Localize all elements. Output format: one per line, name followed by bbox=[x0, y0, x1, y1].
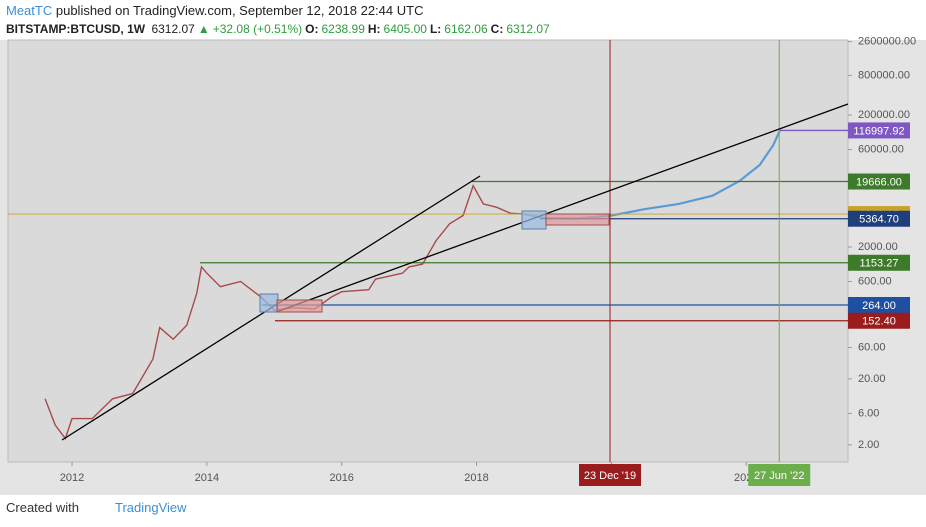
date-label: 27 Jun '22 bbox=[754, 470, 804, 482]
box bbox=[545, 213, 610, 226]
y-tick-label: 2600000.00 bbox=[858, 36, 916, 48]
trend-line bbox=[275, 103, 849, 313]
y-tick-label: 60000.00 bbox=[858, 143, 904, 155]
author[interactable]: MeatTC bbox=[6, 3, 53, 18]
chart: 2.00 6.00 20.00 60.00 600.00 2000.00 60000.00 2… bbox=[0, 36, 926, 495]
header-line: MeatTC published on TradingView.com, Sep… bbox=[6, 2, 553, 20]
x-tick-label: 2012 bbox=[60, 472, 84, 484]
y-tick-label: 600.00 bbox=[858, 275, 892, 287]
date-label: 23 Dec '19 bbox=[584, 470, 636, 482]
date-label-bg bbox=[579, 464, 642, 486]
open: 6238.99 bbox=[321, 22, 365, 36]
l-label: L: bbox=[429, 22, 442, 36]
price-label-bg bbox=[848, 122, 910, 139]
x-tick-label: 2014 bbox=[195, 472, 219, 484]
y-tick-label: 800000.00 bbox=[858, 69, 910, 81]
y-tick-label: 200000.00 bbox=[858, 109, 910, 121]
price-label: 116997.92 bbox=[853, 125, 904, 137]
symbol: BITSTAMP:BTCUSD, 1W bbox=[6, 22, 146, 36]
plot-area bbox=[7, 39, 849, 463]
price-label: 152.40 bbox=[862, 316, 896, 328]
y-tick-label: 60.00 bbox=[858, 341, 886, 353]
footer: Created with TradingView bbox=[6, 500, 187, 515]
price-label: 19666.00 bbox=[856, 176, 902, 188]
price-label-bg bbox=[848, 312, 910, 329]
published: published on TradingView.com, September … bbox=[55, 3, 424, 18]
price-label: 5364.70 bbox=[859, 214, 899, 226]
symbol-line: BITSTAMP:BTCUSD, 1W 6312.07 ▲ +32.08 (+0.5… bbox=[6, 20, 553, 38]
marks bbox=[8, 40, 848, 462]
price-label: 1153.27 bbox=[860, 258, 899, 270]
low: 6162.06 bbox=[444, 22, 488, 36]
arrow: ▲ bbox=[197, 22, 210, 36]
y-tick-label: 2000.00 bbox=[858, 241, 898, 253]
price-label-bg bbox=[848, 173, 910, 190]
x-tick-label: 2016 bbox=[329, 472, 353, 484]
header: MeatTC published on TradingView.com, Sep… bbox=[6, 2, 553, 38]
price-label-bg bbox=[848, 297, 910, 314]
last: 6312.07 bbox=[151, 22, 195, 36]
high: 6405.00 bbox=[383, 22, 427, 36]
x-tick-label: 2018 bbox=[464, 472, 488, 484]
price-label: 264.00 bbox=[862, 300, 896, 312]
close: 6312.07 bbox=[506, 22, 550, 36]
price-label-bg bbox=[848, 254, 910, 271]
created: Created with bbox=[6, 500, 79, 515]
box bbox=[276, 299, 323, 313]
c-label: C: bbox=[490, 22, 504, 36]
box bbox=[259, 293, 279, 313]
date-label-bg bbox=[748, 464, 811, 486]
change: +32.08 (+0.51%) bbox=[212, 22, 303, 36]
h-label: H: bbox=[367, 22, 381, 36]
brand[interactable]: TradingView bbox=[114, 500, 187, 515]
box bbox=[521, 210, 547, 230]
y-tick-label: 6.00 bbox=[858, 407, 879, 419]
price-label-bg bbox=[848, 210, 910, 227]
o-label: O: bbox=[305, 22, 319, 36]
y-tick-label: 20.00 bbox=[858, 373, 886, 385]
y-tick-label: 2.00 bbox=[858, 439, 879, 451]
